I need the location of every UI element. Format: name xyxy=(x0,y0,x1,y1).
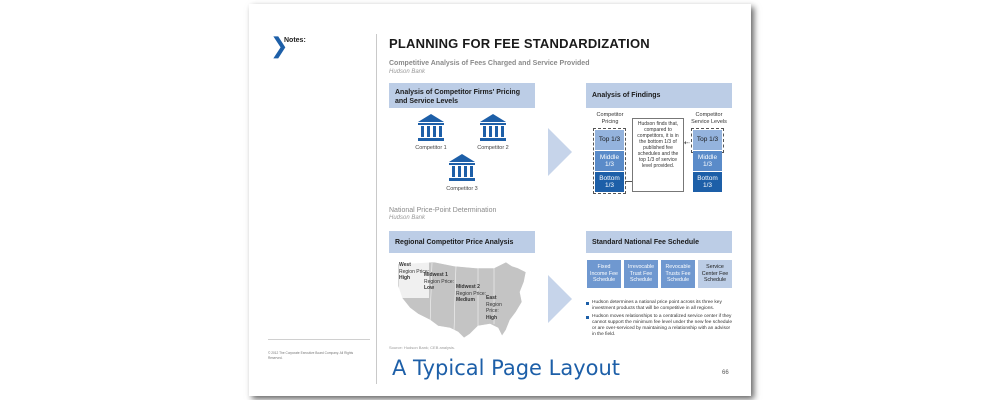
source-note: Source: Hudson Bank; CEB analysis. xyxy=(389,345,456,350)
fee-card-irrevocable-trust: Irrevocable Trust Fee Schedule xyxy=(624,260,658,288)
competitor-2-label: Competitor 2 xyxy=(477,145,509,151)
service-bottom-tier: Bottom 1/3 xyxy=(693,172,722,192)
region-name: Midwest 1 xyxy=(424,272,448,278)
regional-analysis-header: Regional Competitor Price Analysis xyxy=(389,231,535,253)
pricing-frame xyxy=(593,128,626,194)
section1-subtitle: Hudson Bank xyxy=(389,69,426,75)
fee-card-revocable-trusts: Revocable Trusts Fee Schedule xyxy=(661,260,695,288)
region-east: East Region Price: High xyxy=(486,295,512,329)
region-price-value: High xyxy=(486,314,498,321)
copyright-text: © 2012 The Corporate Executive Board Com… xyxy=(268,351,354,360)
findings-header: Analysis of Findings xyxy=(586,83,732,108)
service-top-tier: Top 1/3 xyxy=(693,130,722,150)
region-midwest-1: Midwest 1 Region Price: Low xyxy=(424,272,456,306)
region-name: Midwest 2 xyxy=(456,284,480,290)
service-label: Competitor Service Levels xyxy=(691,112,727,125)
region-midwest-2: Midwest 2 Region Price: Medium xyxy=(456,284,486,318)
notes-label: Notes: xyxy=(284,37,306,44)
bullet-item: Hudson determines a national price point… xyxy=(586,300,734,312)
region-price-value: Medium xyxy=(456,297,475,303)
region-price-label: Region Price: xyxy=(399,268,430,275)
competitor-3-label: Competitor 3 xyxy=(446,186,478,192)
pricing-label: Competitor Pricing xyxy=(596,112,624,125)
service-middle-tier: Middle 1/3 xyxy=(693,151,722,171)
bullet-item: Hudson moves relationships to a centrali… xyxy=(586,314,734,338)
region-name: West xyxy=(399,262,411,268)
region-price-label: Region Price: xyxy=(486,301,502,315)
pricing-top-tier: Top 1/3 xyxy=(595,130,624,150)
margin-divider xyxy=(376,34,377,384)
competitor-1-label: Competitor 1 xyxy=(415,145,447,151)
region-price-value: High xyxy=(399,275,411,281)
bank-icon xyxy=(418,114,444,141)
pricing-middle-tier: Middle 1/3 xyxy=(595,151,624,171)
bank-icon xyxy=(449,154,475,181)
flow-arrow xyxy=(548,275,572,323)
pricing-connector xyxy=(625,181,632,182)
region-price-label: Region Price: xyxy=(424,278,455,285)
footer-divider xyxy=(268,339,370,340)
chevron-icon: ❯ xyxy=(270,34,289,59)
schedule-bullets: Hudson determines a national price point… xyxy=(586,300,734,340)
us-map-icon xyxy=(397,261,527,339)
arrow-left-icon: ⇠ xyxy=(684,140,690,147)
fee-card-fixed-income: Fixed Income Fee Schedule xyxy=(587,260,621,288)
bank-icon xyxy=(480,114,506,141)
page-title: PLANNING FOR FEE STANDARDIZATION xyxy=(389,36,650,51)
flow-arrow xyxy=(548,128,572,176)
fee-schedule-header: Standard National Fee Schedule xyxy=(586,231,732,253)
region-price-label: Region Price: xyxy=(456,290,487,297)
region-price-value: Low xyxy=(424,285,434,291)
fee-card-service-center: Service Center Fee Schedule xyxy=(698,260,732,288)
section2-subtitle: Hudson Bank xyxy=(389,215,426,221)
findings-text: Hudson finds that, compared to competito… xyxy=(632,118,684,192)
competitor-analysis-header: Analysis of Competitor Firms' Pricing an… xyxy=(389,83,535,108)
pricing-bottom-tier: Bottom 1/3 xyxy=(595,172,624,192)
region-name: East xyxy=(486,295,497,301)
section1-title: Competitive Analysis of Fees Charged and… xyxy=(389,60,590,67)
page-caption: A Typical Page Layout xyxy=(392,356,621,380)
section2-title: National Price-Point Determination xyxy=(389,207,497,214)
region-west: West Region Price: High xyxy=(399,262,429,298)
page-number: 66 xyxy=(722,370,729,376)
